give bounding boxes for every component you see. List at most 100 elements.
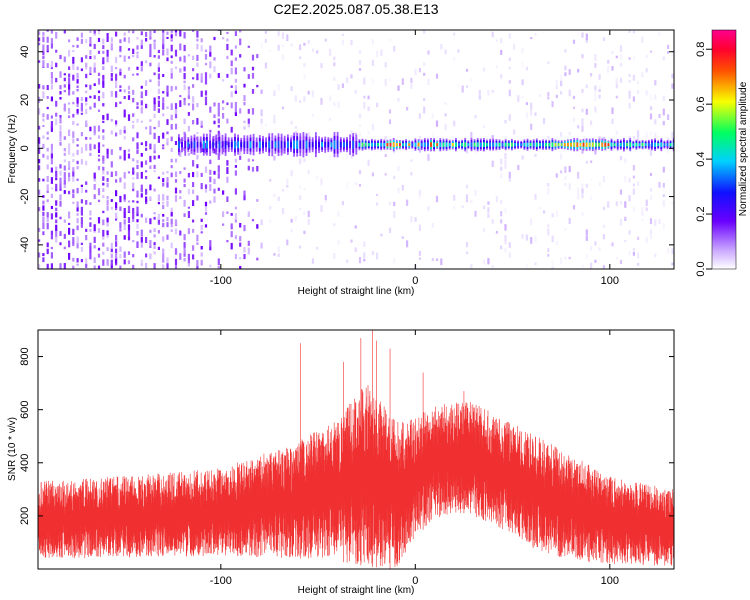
spectrogram-cell <box>97 149 101 153</box>
spectrogram-cell <box>192 160 195 167</box>
spectrogram-cell <box>162 38 165 45</box>
spectrogram-cell <box>260 89 263 94</box>
spectrogram-band-cell <box>616 142 619 147</box>
spectrogram-cell <box>273 155 276 161</box>
spectrogram-cell <box>119 71 122 76</box>
spectrogram-cell <box>140 153 143 157</box>
spectrogram-cell <box>534 112 537 116</box>
spectrogram-cell <box>299 195 302 200</box>
spectrogram-band-cell <box>237 141 239 149</box>
spectrogram-cell <box>444 113 447 117</box>
spectrogram-cell <box>136 102 139 106</box>
spectrogram-cell <box>110 77 113 81</box>
spectrogram-cell <box>658 114 661 119</box>
spectrogram-cell <box>491 89 494 93</box>
spectrogram-cell <box>637 90 640 94</box>
spectrogram-cell <box>508 242 511 248</box>
spectrogram-cell <box>594 147 597 155</box>
spectrogram-cell <box>145 80 148 86</box>
spectrogram-cell <box>68 222 71 225</box>
spectrogram-cell <box>628 195 631 202</box>
spectrogram-cell <box>123 219 126 225</box>
spectrogram-cell <box>551 265 554 269</box>
spectrogram-cell <box>358 60 362 65</box>
spectrogram-cell <box>85 200 88 205</box>
spectrogram-cell <box>174 123 178 130</box>
spectrogram-cell <box>132 158 135 162</box>
spectrogram-band-cell <box>451 143 454 147</box>
spectrogram-cell <box>598 74 601 80</box>
spectrogram-cell <box>247 158 250 162</box>
spectrogram-cell <box>632 248 635 251</box>
spectrogram-cell <box>598 89 601 92</box>
spectrogram-cell <box>281 32 285 39</box>
spectrogram-cell <box>183 44 186 52</box>
spectrogram-cell <box>303 158 306 163</box>
spectrogram-cell <box>423 30 426 34</box>
spectrogram-cell <box>123 235 126 240</box>
spectrogram-x-tick-label: 0 <box>412 275 418 287</box>
spectrogram-cell <box>93 55 96 60</box>
snr-series-line <box>38 330 674 569</box>
spectrogram-cell <box>38 193 41 198</box>
spectrogram-cell <box>560 132 563 137</box>
colorbar-tick-label: 0.6 <box>695 97 707 112</box>
spectrogram-cell <box>59 177 62 185</box>
spectrogram-cell <box>76 160 79 165</box>
spectrogram-cell <box>136 149 139 154</box>
spectrogram-cell <box>517 164 520 170</box>
spectrogram-cell <box>102 159 105 164</box>
spectrogram-cell <box>239 236 242 242</box>
spectrogram-cell <box>63 179 66 185</box>
spectrogram-cell <box>132 113 135 117</box>
spectrogram-cell <box>76 258 79 263</box>
spectrogram-frame <box>37 29 675 270</box>
spectrogram-cell <box>234 78 237 83</box>
spectrogram-cell <box>187 112 190 116</box>
spectrogram-band-cell <box>327 142 330 148</box>
spectrogram-cell <box>329 118 332 121</box>
spectrogram-band-cell <box>212 141 215 148</box>
spectrogram-cell <box>628 94 631 99</box>
spectrogram-cell <box>491 160 494 167</box>
spectrogram-cell <box>281 44 285 48</box>
spectrogram-cell <box>93 236 96 243</box>
spectrogram-cell <box>149 30 152 38</box>
spectrogram-cell <box>183 32 186 39</box>
spectrogram-cell <box>568 69 571 75</box>
spectrogram-cell <box>371 123 374 131</box>
spectrogram-cell <box>196 118 199 125</box>
spectrogram-cell <box>85 55 88 59</box>
spectrogram-cell <box>508 171 511 179</box>
spectrogram-cell <box>149 229 152 233</box>
spectrogram-cell <box>38 42 41 46</box>
spectrogram-cell <box>153 242 156 246</box>
spectrogram-cell <box>192 172 195 178</box>
spectrogram-cell <box>269 26 271 30</box>
spectrogram-band-cell <box>280 140 283 149</box>
spectrogram-cell <box>123 109 126 115</box>
spectrogram-band-cell <box>595 142 597 147</box>
spectrogram-cell <box>192 30 195 32</box>
spectrogram-cell <box>97 142 101 149</box>
spectrogram-cell <box>239 257 242 260</box>
spectrogram-cell <box>204 102 208 106</box>
spectrogram-cell <box>183 97 186 101</box>
spectrogram-cell <box>46 85 49 90</box>
spectrogram-cell <box>153 106 156 111</box>
spectrogram-cell <box>598 86 601 89</box>
spectrogram-cell <box>367 95 370 100</box>
spectrogram-cell <box>508 33 511 39</box>
spectrogram-cell <box>542 210 546 214</box>
spectrogram-cell <box>102 103 105 107</box>
spectrogram-cell <box>581 212 584 216</box>
spectrogram-cell <box>187 263 190 267</box>
spectrogram-cell <box>132 188 135 192</box>
spectrogram-band-cell <box>187 142 190 148</box>
spectrogram-cell <box>243 120 246 124</box>
spectrogram-cell <box>243 225 246 232</box>
spectrogram-cell <box>115 241 118 247</box>
spectrogram-cell <box>294 131 297 138</box>
